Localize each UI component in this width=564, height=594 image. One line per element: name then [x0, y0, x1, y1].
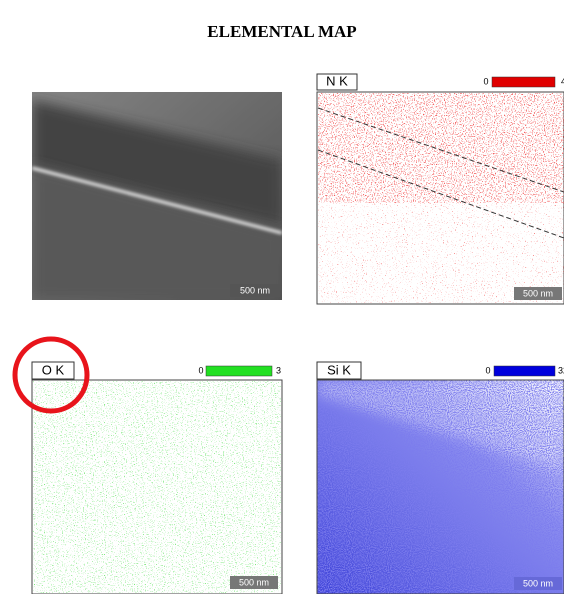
colorbar-max: 3 [276, 365, 281, 375]
colorbar-min: 0 [198, 365, 203, 375]
scale-bar: 500 nm [523, 288, 553, 298]
figure-title: ELEMENTAL MAP [207, 22, 356, 41]
si-map [317, 380, 564, 594]
panel-label: Si K [327, 362, 351, 377]
colorbar-min: 0 [483, 76, 488, 86]
scale-bar: 500 nm [239, 577, 269, 587]
sem-image [32, 92, 282, 300]
o-speckle [33, 381, 281, 593]
scale-bar: 500 nm [240, 285, 270, 295]
colorbar [492, 77, 555, 87]
figure: ELEMENTAL MAP 500 nm N K 0 4 500 nm O K … [0, 0, 564, 594]
colorbar-max: 32 [558, 365, 564, 375]
colorbar-min: 0 [485, 365, 490, 375]
panel-label: N K [326, 73, 348, 88]
n-speckle-dense [318, 93, 564, 203]
panel-label: O K [42, 362, 65, 377]
scale-bar: 500 nm [523, 578, 553, 588]
colorbar [494, 366, 555, 376]
colorbar [206, 366, 272, 376]
